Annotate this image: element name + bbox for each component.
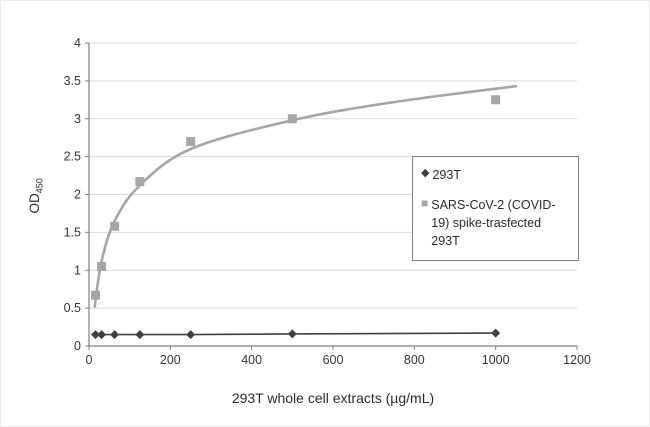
legend: ◆ 293T ■ SARS-CoV-2 (COVID-19) spike-tra… bbox=[412, 156, 579, 261]
svg-text:200: 200 bbox=[160, 353, 181, 367]
legend-entry-spike: ■ SARS-CoV-2 (COVID-19) spike-trasfected… bbox=[421, 196, 570, 250]
legend-label-293t: 293T bbox=[432, 168, 461, 182]
svg-text:800: 800 bbox=[404, 353, 425, 367]
svg-text:4: 4 bbox=[74, 36, 81, 50]
svg-text:600: 600 bbox=[323, 353, 344, 367]
svg-text:1: 1 bbox=[74, 263, 81, 277]
svg-text:1.5: 1.5 bbox=[64, 225, 81, 239]
diamond-marker-icon: ◆ bbox=[421, 167, 430, 179]
svg-text:400: 400 bbox=[241, 353, 262, 367]
x-axis-title: 293T whole cell extracts (µg/mL) bbox=[231, 390, 435, 406]
legend-entry-293t: ◆ 293T bbox=[421, 166, 570, 184]
svg-text:0.5: 0.5 bbox=[64, 301, 81, 315]
svg-text:2.5: 2.5 bbox=[64, 150, 81, 164]
svg-text:0: 0 bbox=[86, 353, 93, 367]
square-marker-icon: ■ bbox=[421, 196, 429, 211]
svg-text:3: 3 bbox=[74, 112, 81, 126]
svg-text:0: 0 bbox=[74, 339, 81, 353]
legend-label-spike: SARS-CoV-2 (COVID-19) spike-trasfected 2… bbox=[431, 198, 556, 249]
svg-text:2: 2 bbox=[74, 188, 81, 202]
svg-text:3.5: 3.5 bbox=[64, 74, 81, 88]
svg-text:1000: 1000 bbox=[482, 353, 510, 367]
svg-text:1200: 1200 bbox=[563, 353, 591, 367]
